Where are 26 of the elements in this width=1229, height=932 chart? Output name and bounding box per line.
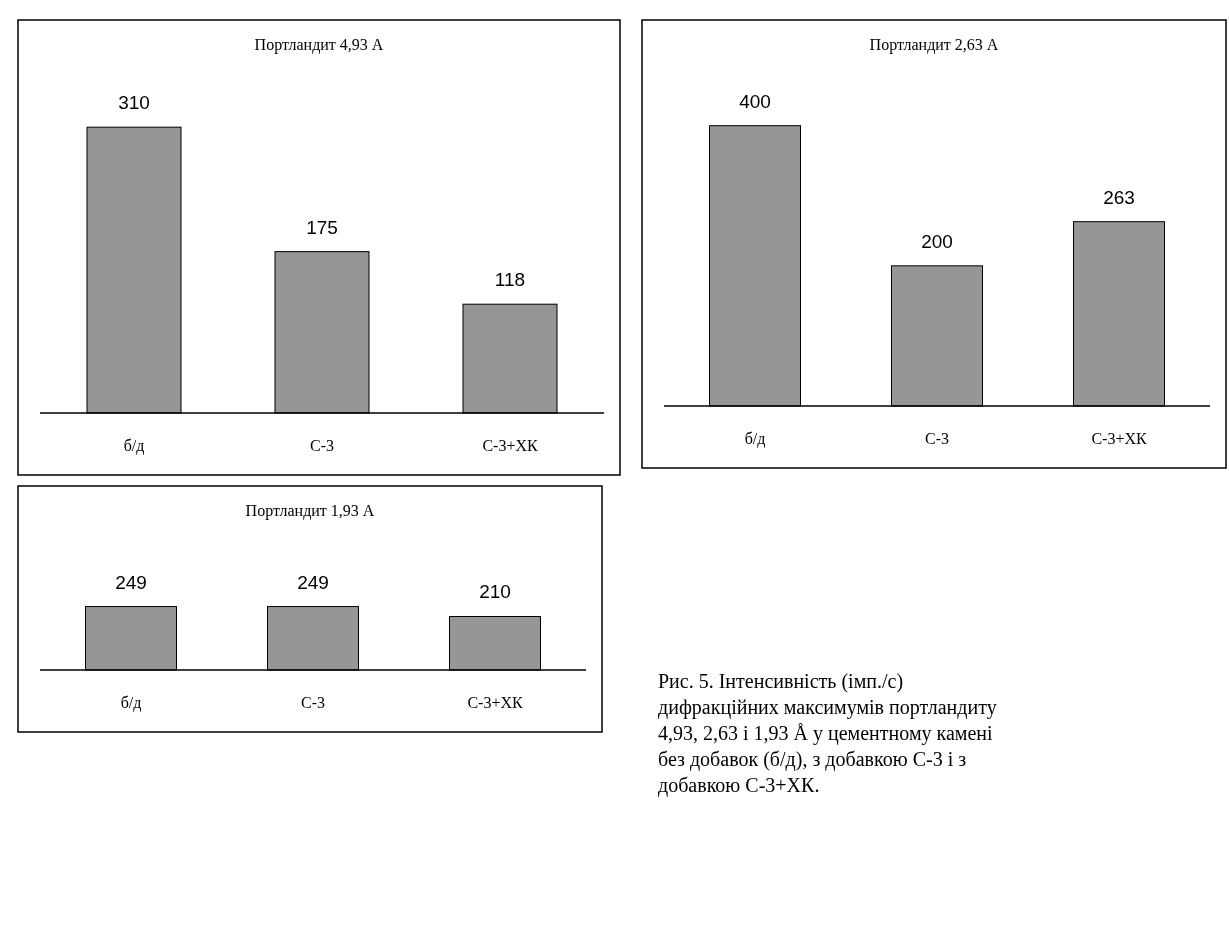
data-label: 263 [1103, 186, 1135, 208]
data-label: 118 [494, 269, 526, 291]
x-tick-label: С-3 [925, 430, 949, 447]
data-label: 210 [479, 581, 511, 603]
data-label: 310 [118, 92, 150, 114]
text: добавкою С-3+ХК. [658, 774, 820, 797]
data-label: 400 [739, 90, 771, 112]
chart-title: Портландит 2,63 А [869, 36, 999, 54]
chart-title: Портландит 4,93 А [254, 36, 384, 54]
data-label: 249 [297, 571, 329, 593]
text: Рис. 5. Інтенсивність (імп./с) [658, 670, 904, 693]
text: дифракційних максимумів портландиту [658, 696, 997, 719]
x-tick-label: С-3 [310, 437, 334, 454]
text: 4,93, 2,63 і 1,93 Å у цементному камені [658, 722, 994, 745]
x-tick-label: С-3+ХК [467, 694, 523, 711]
x-tick-label: б/д [123, 437, 145, 455]
data-label: 249 [115, 571, 147, 593]
text: без добавок (б/д), з добавкою С-3 і з [658, 748, 967, 771]
chart-title: Портландит 1,93 А [245, 502, 375, 520]
data-label: 200 [921, 230, 953, 252]
data-label: 175 [306, 216, 338, 238]
x-tick-label: б/д [744, 430, 766, 448]
x-tick-label: С-3+ХК [1091, 430, 1147, 447]
x-tick-label: С-3+ХК [482, 437, 538, 454]
x-tick-label: С-3 [301, 694, 325, 711]
x-tick-label: б/д [120, 694, 142, 712]
